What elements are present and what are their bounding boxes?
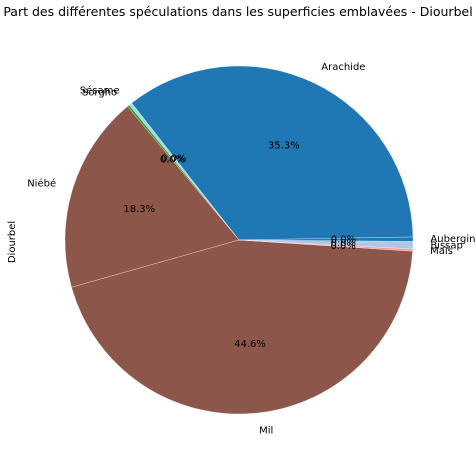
slice-label-aubergine: Aubergine: [430, 234, 476, 245]
slice-percent-aubergine: 0.0%: [331, 234, 356, 245]
slice-label-niebe: Niébé: [27, 177, 56, 189]
slice-percent-sesame: 0.0%: [161, 153, 186, 164]
slice-percent-sorgho: 0.0%: [160, 154, 185, 165]
slice-percent-arachide: 35.3%: [268, 141, 300, 152]
pie-slice-aubergine: [238, 236, 414, 242]
chart-title: Part des différentes spéculations dans l…: [3, 4, 472, 19]
slice-label-mil: Mil: [259, 425, 273, 436]
pie-slices: [64, 65, 414, 415]
pie-slice-arachide: [131, 65, 414, 241]
pie-slice-niebe: [64, 106, 240, 288]
pie-slice-mil: [71, 239, 413, 415]
slice-label-sesame: Sésame: [80, 84, 120, 96]
slice-percent-niebe: 18.3%: [123, 204, 155, 215]
slice-percent-mil: 44.6%: [234, 339, 266, 350]
slice-percent-labels: 35.3%0.0%0.0%18.3%44.6%0.0%0.0%0.0%: [123, 141, 356, 350]
slice-label-arachide: Arachide: [321, 62, 365, 73]
y-axis-label: Diourbel: [7, 221, 18, 263]
slice-label-bissap: Bissap: [430, 241, 463, 252]
slice-percent-bissap: 0.0%: [331, 238, 356, 249]
slice-percent-mais: 0.0%: [331, 241, 356, 252]
slice-label-sorgho: Sorgho: [82, 87, 117, 98]
slice-label-mais: Maïs: [430, 246, 453, 257]
